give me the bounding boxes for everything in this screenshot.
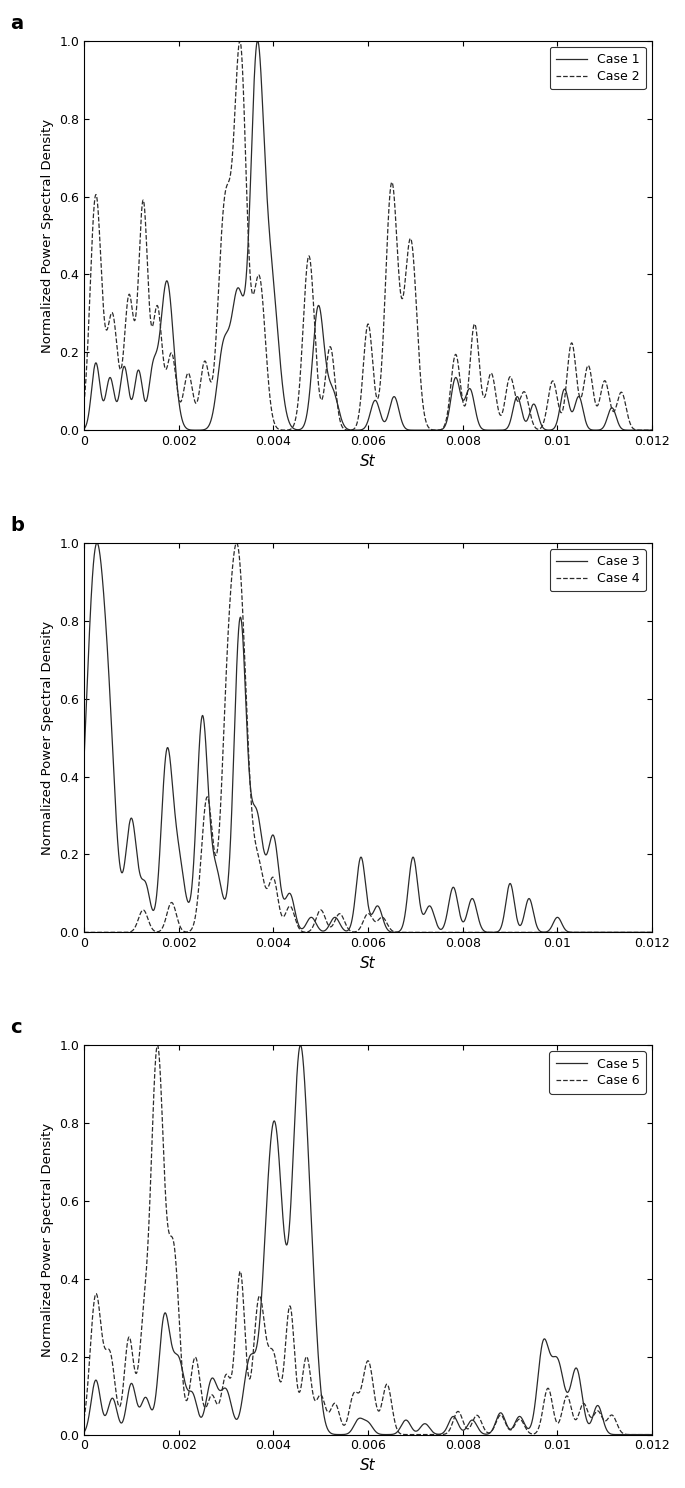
Case 1 — [631, 421, 639, 439]
Case 5 — [323, 1420, 332, 1437]
Case 3 — [631, 924, 639, 942]
Case 3 — [350, 897, 358, 915]
Case 5 — [493, 1409, 501, 1427]
Case 6 — [631, 1426, 639, 1443]
Text: b: b — [10, 516, 24, 536]
Case 4 — [319, 903, 327, 921]
Case 1 — [493, 421, 501, 439]
X-axis label: St: St — [360, 454, 376, 469]
Case 3 — [93, 534, 101, 552]
Case 6 — [319, 1390, 327, 1408]
Text: a: a — [10, 13, 23, 33]
Case 6 — [648, 1426, 656, 1443]
Legend: Case 1, Case 2: Case 1, Case 2 — [549, 48, 646, 89]
Case 4 — [350, 923, 358, 940]
Case 1 — [602, 411, 610, 429]
Case 3 — [80, 751, 88, 769]
Case 2 — [631, 421, 639, 439]
Case 1 — [80, 420, 88, 437]
Case 2 — [80, 394, 88, 412]
Case 4 — [323, 915, 332, 933]
Y-axis label: Normalized Power Spectral Density: Normalized Power Spectral Density — [40, 620, 53, 854]
Case 1 — [350, 421, 358, 439]
Line: Case 6: Case 6 — [84, 1045, 652, 1434]
Case 3 — [493, 923, 501, 940]
Case 1 — [323, 362, 332, 379]
Case 5 — [297, 1036, 305, 1054]
X-axis label: St: St — [360, 1458, 376, 1473]
Case 2 — [493, 393, 501, 411]
Legend: Case 3, Case 4: Case 3, Case 4 — [549, 549, 646, 591]
Case 4 — [493, 924, 501, 942]
Legend: Case 5, Case 6: Case 5, Case 6 — [549, 1052, 646, 1094]
Line: Case 4: Case 4 — [84, 543, 652, 933]
Case 5 — [648, 1426, 656, 1443]
Case 4 — [232, 534, 240, 552]
Case 2 — [323, 351, 332, 369]
Case 6 — [602, 1412, 610, 1430]
Case 5 — [319, 1399, 327, 1417]
Line: Case 1: Case 1 — [84, 40, 652, 430]
Y-axis label: Normalized Power Spectral Density: Normalized Power Spectral Density — [40, 119, 53, 353]
Case 4 — [648, 924, 656, 942]
Case 4 — [80, 924, 88, 942]
Case 2 — [648, 421, 656, 439]
Case 6 — [323, 1403, 332, 1421]
Line: Case 2: Case 2 — [84, 40, 652, 430]
Case 6 — [493, 1412, 501, 1430]
Case 2 — [236, 31, 244, 49]
Text: c: c — [10, 1018, 22, 1037]
Case 6 — [350, 1384, 358, 1402]
X-axis label: St: St — [360, 955, 376, 970]
Case 4 — [631, 924, 639, 942]
Y-axis label: Normalized Power Spectral Density: Normalized Power Spectral Density — [40, 1123, 53, 1357]
Line: Case 5: Case 5 — [84, 1045, 652, 1434]
Case 3 — [323, 920, 332, 937]
Case 6 — [80, 1409, 88, 1427]
Case 1 — [319, 323, 327, 341]
Case 5 — [631, 1426, 639, 1443]
Case 1 — [648, 421, 656, 439]
Case 1 — [253, 31, 262, 49]
Line: Case 3: Case 3 — [84, 543, 652, 933]
Case 6 — [153, 1036, 162, 1054]
Case 3 — [648, 924, 656, 942]
Case 3 — [319, 923, 327, 940]
Case 2 — [602, 375, 610, 393]
Case 5 — [80, 1423, 88, 1440]
Case 4 — [563, 924, 571, 942]
Case 2 — [319, 388, 327, 406]
Case 5 — [602, 1421, 610, 1439]
Case 3 — [602, 924, 610, 942]
Case 2 — [350, 420, 358, 437]
Case 5 — [350, 1417, 358, 1434]
Case 4 — [603, 924, 611, 942]
